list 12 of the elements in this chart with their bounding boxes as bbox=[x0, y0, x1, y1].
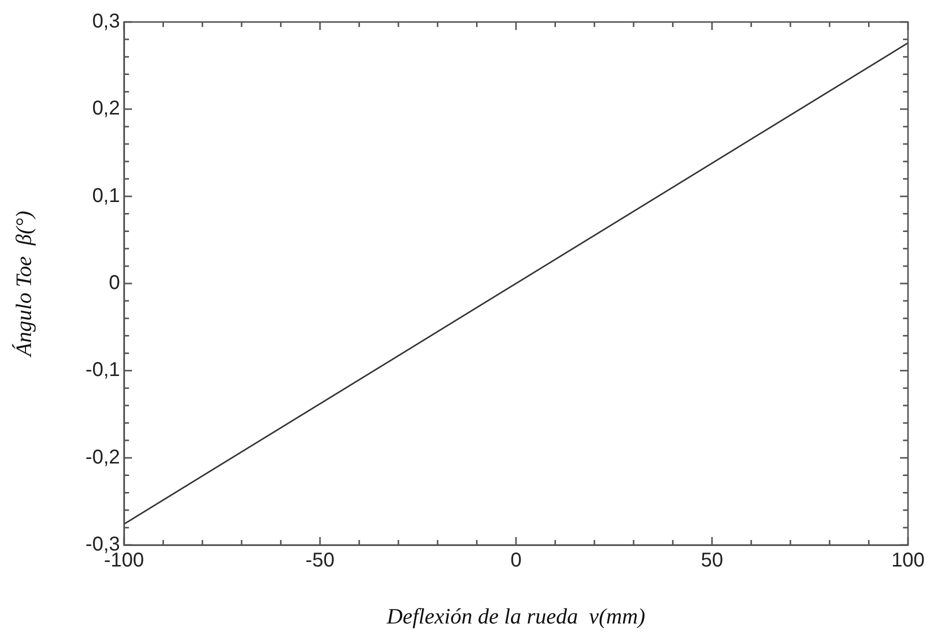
x-tick-label: 0 bbox=[510, 550, 522, 572]
y-tick-label: 0 bbox=[108, 272, 120, 294]
x-axis-title: Deflexión de la rueda v(mm) bbox=[386, 604, 646, 629]
x-tick-label: 100 bbox=[891, 550, 925, 572]
x-tick-label: 50 bbox=[700, 550, 724, 572]
y-axis-title: Ángulo Toe β(°) bbox=[10, 210, 36, 358]
y-tick-label: -0,1 bbox=[86, 359, 120, 382]
y-tick-label: 0,2 bbox=[92, 98, 120, 120]
y-tick-label: 0,1 bbox=[92, 184, 120, 207]
y-tick-label: -0,2 bbox=[86, 446, 120, 468]
y-tick-label: 0,3 bbox=[92, 10, 120, 33]
x-tick-label: -50 bbox=[306, 550, 334, 572]
